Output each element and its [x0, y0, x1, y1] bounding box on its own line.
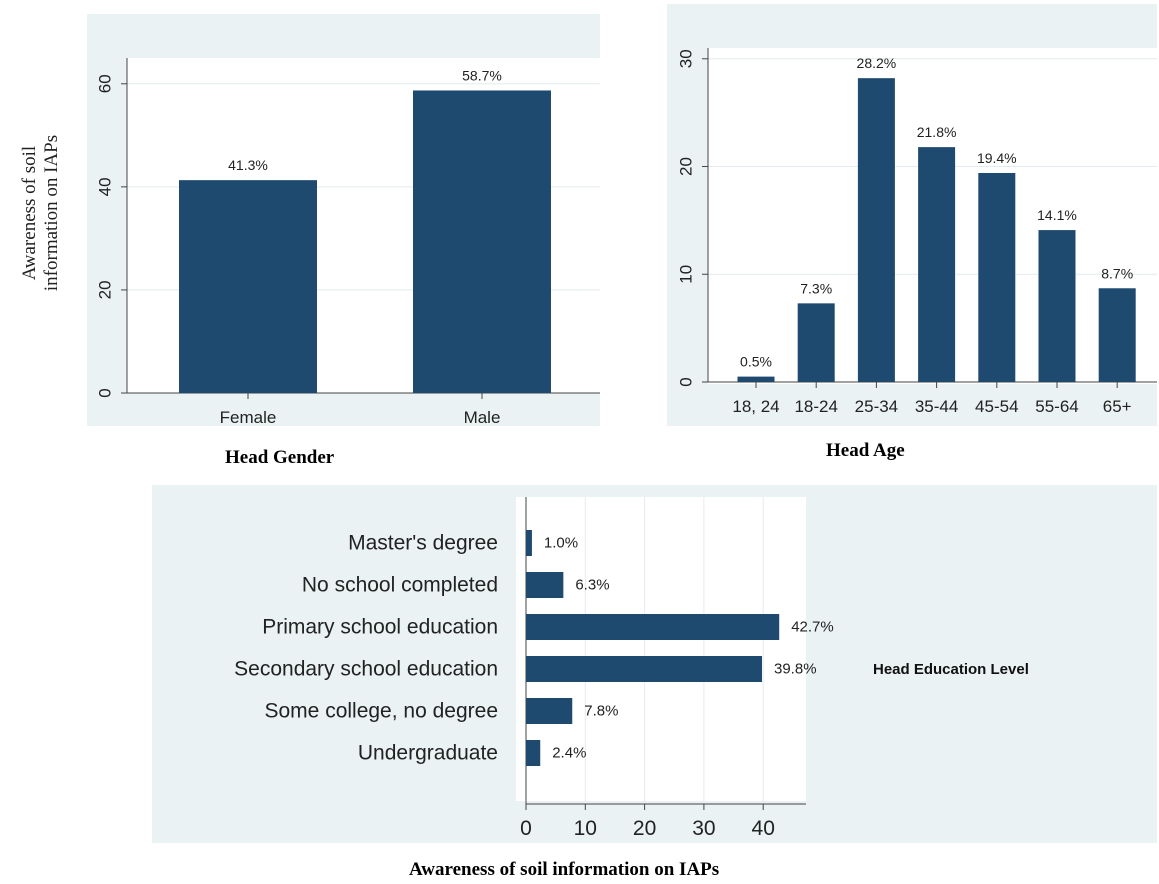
education-data-label: 6.3%: [575, 577, 609, 594]
age-y-tick-label: 30: [677, 49, 696, 68]
age-category-label: 18, 24: [732, 397, 779, 416]
age-category-label: 25-34: [855, 397, 898, 416]
gender-category-label: Male: [464, 408, 501, 427]
education-bar: [526, 530, 532, 556]
education-data-label: 42.7%: [791, 619, 834, 636]
education-bar: [526, 698, 573, 724]
education-bar: [526, 572, 564, 598]
age-category-label: 35-44: [915, 397, 958, 416]
age-bar: [737, 376, 775, 382]
gender-y-tick-label: 60: [96, 74, 115, 93]
gender-data-label: 41.3%: [228, 157, 268, 173]
gender-y-tick-label: 0: [96, 388, 115, 397]
education-category-label: Primary school education: [262, 616, 498, 639]
education-data-label: 7.8%: [584, 703, 618, 720]
education-x-tick-label: 30: [692, 817, 715, 840]
education-category-label: Undergraduate: [358, 742, 498, 765]
education-x-caption: Awareness of soil information on IAPs: [409, 859, 720, 880]
age-data-label: 8.7%: [1101, 265, 1133, 281]
age-data-label: 0.5%: [740, 354, 772, 370]
education-data-label: 1.0%: [544, 535, 578, 552]
age-data-label: 19.4%: [977, 150, 1017, 166]
education-bar: [526, 740, 541, 766]
gender-y-tick-label: 20: [96, 280, 115, 299]
gender-y-tick-label: 40: [96, 177, 115, 196]
age-bar: [1098, 288, 1136, 382]
age-bar: [1038, 230, 1076, 382]
education-bar: [526, 656, 763, 682]
gender-caption: Head Gender: [225, 447, 335, 468]
education-bar: [526, 614, 780, 640]
education-category-label: Some college, no degree: [265, 700, 499, 723]
age-data-label: 14.1%: [1037, 207, 1077, 223]
age-data-label: 28.2%: [857, 55, 897, 71]
age-bar: [978, 172, 1016, 382]
age-category-label: 45-54: [975, 397, 1018, 416]
education-data-label: 39.8%: [774, 661, 817, 678]
age-y-tick-label: 10: [677, 265, 696, 284]
education-x-tick-label: 20: [633, 817, 656, 840]
age-bar: [857, 78, 895, 383]
gender-category-label: Female: [220, 408, 277, 427]
education-category-label: No school completed: [302, 574, 498, 597]
gender-bar: [179, 180, 317, 393]
education-x-tick-label: 10: [574, 817, 597, 840]
education-category-label: Secondary school education: [234, 658, 498, 681]
education-plot-area: [516, 497, 806, 801]
age-category-label: 18-24: [794, 397, 837, 416]
age-data-label: 7.3%: [800, 280, 832, 296]
age-bar: [797, 303, 835, 382]
age-data-label: 21.8%: [917, 124, 957, 140]
gender-bar: [413, 90, 551, 393]
education-x-tick-label: 0: [520, 817, 532, 840]
age-bar: [918, 147, 956, 382]
education-legend-text: Head Education Level: [873, 661, 1029, 678]
age-y-tick-label: 0: [677, 377, 696, 386]
age-y-tick-label: 20: [677, 157, 696, 176]
education-x-tick-label: 40: [752, 817, 775, 840]
education-category-label: Master's degree: [348, 532, 498, 555]
gender-data-label: 58.7%: [462, 67, 502, 83]
age-caption: Head Age: [826, 440, 905, 461]
education-data-label: 2.4%: [552, 745, 586, 762]
age-category-label: 65+: [1103, 397, 1132, 416]
age-category-label: 55-64: [1035, 397, 1078, 416]
